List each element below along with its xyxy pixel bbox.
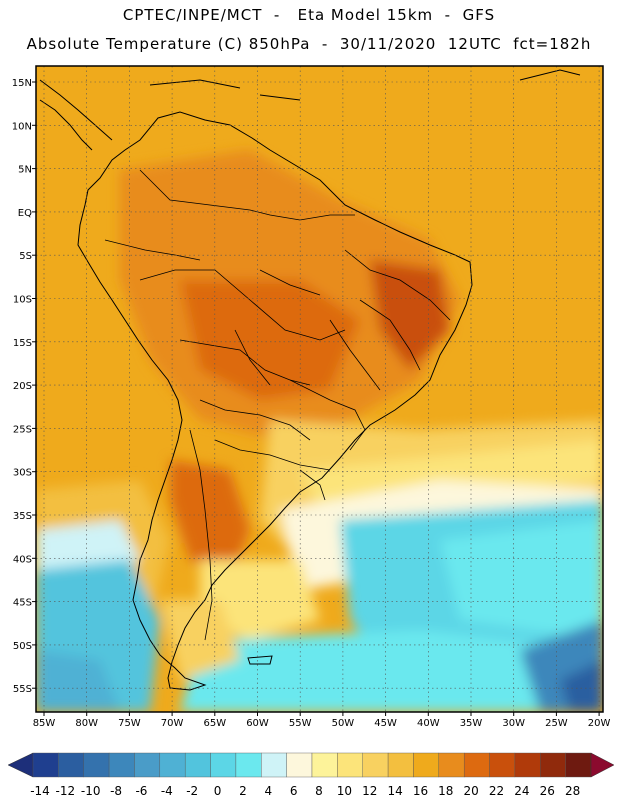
colorbar-segment xyxy=(565,752,592,778)
colorbar-label: -14 xyxy=(30,784,50,798)
colorbar-segment xyxy=(489,752,516,778)
falkland-islands xyxy=(247,655,273,665)
colorbar-label: 14 xyxy=(387,784,402,798)
colorbar-left-arrow xyxy=(7,752,34,778)
colorbar-label: 8 xyxy=(315,784,323,798)
latitude-labels: 15N 10N 5N EQ 5S 10S 15S 20S 25S 30S 35S 40S 45S 50S 5… xyxy=(12,78,36,695)
latitude-label: 35S xyxy=(13,511,32,522)
map-frame xyxy=(35,65,604,713)
latitude-label: 15N xyxy=(12,78,32,89)
colorbar-segment xyxy=(159,752,186,778)
longitude-label: 50W xyxy=(332,718,355,729)
longitude-label: 85W xyxy=(33,718,56,729)
caribbean-islands xyxy=(149,69,581,101)
colorbar-label: 26 xyxy=(540,784,555,798)
colorbar-label: 6 xyxy=(290,784,298,798)
latitude-label: 15S xyxy=(13,338,32,349)
colorbar-label: 16 xyxy=(413,784,428,798)
longitude-label: 70W xyxy=(161,718,184,729)
colorbar-segment xyxy=(184,752,211,778)
gridlines xyxy=(36,66,603,712)
latitude-label: 10S xyxy=(13,295,32,306)
latitude-label: 20S xyxy=(13,381,32,392)
colorbar-label: 10 xyxy=(337,784,352,798)
colorbar-segment xyxy=(108,752,135,778)
colorbar-segment xyxy=(387,752,414,778)
longitude-label: 60W xyxy=(246,718,269,729)
colorbar-label: 20 xyxy=(464,784,479,798)
colorbar-segment xyxy=(362,752,389,778)
colorbar: -14 -12 -10 -8 -6 -4 -2 0 2 4 6 8 10 12 14 16 18 20 22 24 26… xyxy=(7,752,615,798)
colorbar-segment xyxy=(210,752,237,778)
colorbar-label: -12 xyxy=(56,784,76,798)
colorbar-segment xyxy=(32,752,59,778)
latitude-label: 25S xyxy=(13,424,32,435)
colorbar-label: 28 xyxy=(565,784,580,798)
colorbar-segment xyxy=(134,752,161,778)
colorbar-label: 22 xyxy=(489,784,504,798)
colorbar-segment xyxy=(337,752,363,778)
map-subtitle: Absolute Temperature (C) 850hPa - 30/11/… xyxy=(26,35,592,53)
latitude-label: 5S xyxy=(19,251,32,262)
colorbar-segment xyxy=(514,752,541,778)
colorbar-segment xyxy=(311,752,338,778)
longitude-label: 65W xyxy=(203,718,226,729)
latitude-label: 5N xyxy=(18,165,32,176)
colorbar-segment xyxy=(261,752,287,778)
colorbar-label: 2 xyxy=(239,784,247,798)
colorbar-label: 12 xyxy=(362,784,377,798)
latitude-label: 50S xyxy=(13,641,32,652)
longitude-label: 40W xyxy=(417,718,440,729)
colorbar-label: -10 xyxy=(81,784,101,798)
colorbar-segment xyxy=(540,752,566,778)
colorbar-label: -2 xyxy=(186,784,198,798)
longitude-label: 35W xyxy=(460,718,483,729)
longitude-label: 30W xyxy=(502,718,525,729)
longitude-label: 20W xyxy=(588,718,611,729)
longitude-label: 75W xyxy=(118,718,141,729)
latitude-label: EQ xyxy=(18,208,32,219)
map-title: CPTEC/INPE/MCT - Eta Model 15km - GFS xyxy=(122,6,496,24)
colorbar-label: -8 xyxy=(110,784,122,798)
colorbar-label: -4 xyxy=(161,784,173,798)
longitude-label: 55W xyxy=(289,718,312,729)
colorbar-label: 0 xyxy=(214,784,222,798)
coastlines xyxy=(39,69,581,691)
colorbar-segment xyxy=(463,752,490,778)
colorbar-label: 18 xyxy=(438,784,453,798)
south-america-coastline xyxy=(77,111,473,691)
colorbar-segment xyxy=(83,752,110,778)
colorbar-segment xyxy=(413,752,440,778)
colorbar-segment xyxy=(286,752,313,778)
longitude-label: 25W xyxy=(545,718,568,729)
latitude-label: 45S xyxy=(13,598,32,609)
latitude-label: 30S xyxy=(13,468,32,479)
temperature-field xyxy=(36,66,603,712)
central-america-coastline xyxy=(39,79,113,151)
colorbar-segment xyxy=(438,752,465,778)
colorbar-right-arrow xyxy=(590,752,615,778)
longitude-labels: 85W 80W 75W 70W 65W 60W 55W 50W 45W 40W 35W 30W 25W 2… xyxy=(33,712,611,729)
colorbar-label: 4 xyxy=(264,784,272,798)
longitude-label: 45W xyxy=(374,718,397,729)
colorbar-label: -6 xyxy=(135,784,147,798)
latitude-label: 55S xyxy=(13,684,32,695)
latitude-label: 40S xyxy=(13,554,32,565)
colorbar-label: 24 xyxy=(514,784,529,798)
longitude-label: 80W xyxy=(75,718,98,729)
colorbar-segment xyxy=(235,752,262,778)
latitude-label: 10N xyxy=(12,121,32,132)
colorbar-segment xyxy=(58,752,84,778)
country-borders xyxy=(104,169,451,641)
